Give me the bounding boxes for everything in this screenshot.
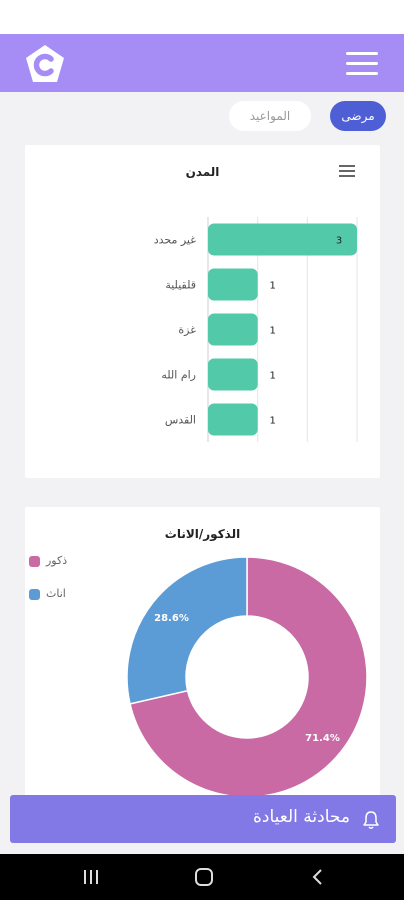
category-label: غير محدد	[154, 234, 197, 247]
system-nav-bar	[0, 854, 404, 900]
cities-chart-title: المدن	[185, 165, 220, 179]
menu-icon[interactable]	[346, 50, 378, 78]
donut-slice[interactable]	[129, 556, 368, 798]
bar-value-label: 1	[269, 416, 275, 427]
recent-apps-icon[interactable]	[82, 868, 100, 886]
bar[interactable]	[208, 313, 258, 346]
bar[interactable]	[208, 358, 258, 391]
slice-value-label: 71.4%	[305, 733, 340, 744]
gender-chart-card: الذكور/الاناث ذكور اناث 71.4% 28.6%	[25, 507, 380, 807]
bar-value-label: 1	[269, 281, 275, 292]
legend-item-female[interactable]: اناث	[29, 587, 66, 600]
category-label: غزة	[178, 324, 196, 337]
app-logo-icon[interactable]	[24, 44, 66, 84]
bar[interactable]	[208, 223, 357, 256]
legend-label-female: اناث	[46, 587, 66, 600]
cities-chart-card: المدن 3 غير محدد 1 قلقيلية 1 غزة 1 رام الله 1 الق…	[25, 145, 380, 478]
legend-swatch-female	[29, 588, 40, 600]
legend-swatch-male	[29, 555, 40, 567]
home-icon[interactable]	[194, 867, 214, 887]
bar-value-label: 3	[336, 236, 342, 247]
bar-value-label: 1	[269, 326, 275, 337]
tab-appointments[interactable]: المواعيد	[229, 101, 311, 131]
clinic-chat-label: محادثة العيادة	[253, 807, 350, 827]
bar-value-label: 1	[269, 371, 275, 382]
bell-icon	[363, 811, 379, 829]
legend-item-male[interactable]: ذكور	[29, 554, 67, 567]
donut-slice[interactable]	[126, 556, 248, 705]
tab-patients[interactable]: مرضى	[330, 101, 386, 131]
back-icon[interactable]	[310, 867, 326, 887]
bar[interactable]	[208, 268, 258, 301]
bar[interactable]	[208, 403, 258, 436]
cities-bar-chart: 3 غير محدد 1 قلقيلية 1 غزة 1 رام الله 1 القدس	[154, 217, 358, 442]
slice-value-label: 28.6%	[154, 613, 189, 624]
category-label: رام الله	[161, 369, 196, 382]
category-label: قلقيلية	[165, 279, 196, 292]
gender-chart-title: الذكور/الاناث	[164, 527, 241, 541]
clinic-chat-button[interactable]: محادثة العيادة	[10, 795, 396, 843]
legend-label-male: ذكور	[46, 554, 68, 567]
app-bar	[0, 34, 404, 92]
category-label: القدس	[165, 414, 196, 427]
chart-menu-icon[interactable]	[339, 165, 355, 177]
gender-donut-chart: 71.4% 28.6%	[126, 556, 368, 798]
status-bar	[0, 0, 404, 34]
